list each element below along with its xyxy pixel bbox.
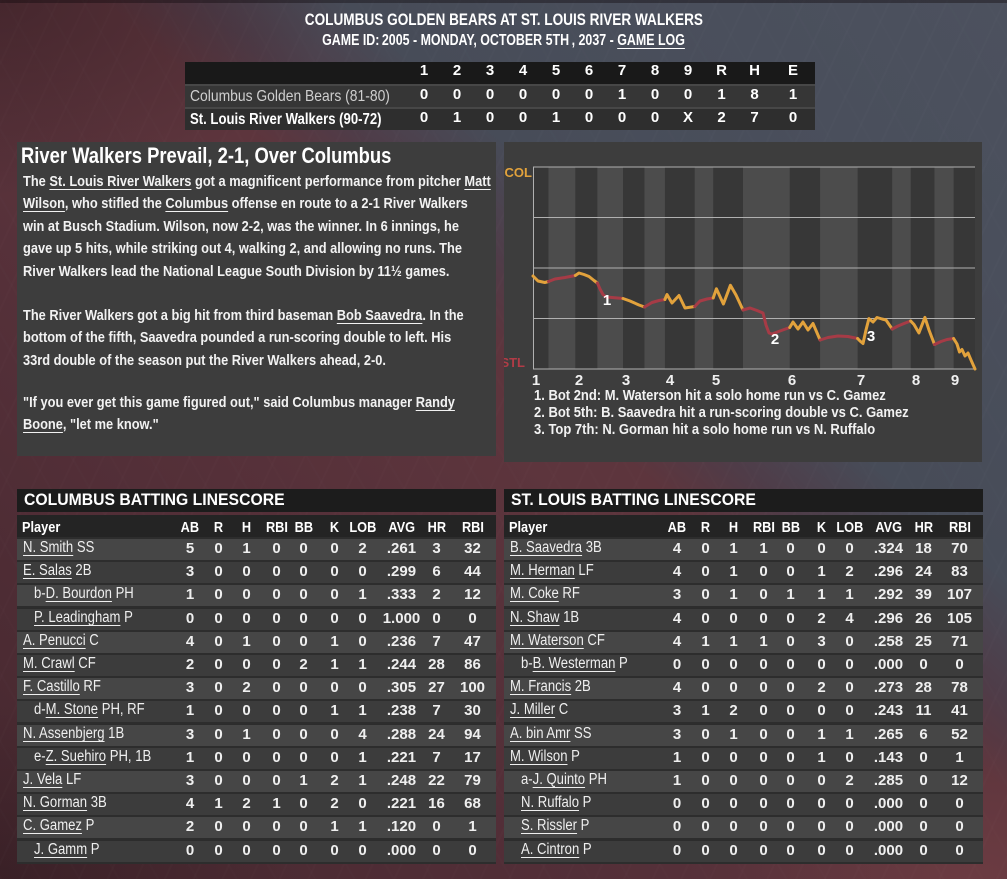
svg-text:8: 8 (912, 372, 920, 389)
svg-text:3: 3 (867, 328, 875, 345)
svg-text:2: 2 (771, 331, 779, 348)
svg-text:2: 2 (575, 372, 583, 389)
svg-text:1: 1 (603, 292, 611, 309)
svg-text:7: 7 (857, 372, 865, 389)
svg-text:STL: STL (504, 355, 525, 370)
svg-text:COL: COL (505, 165, 533, 180)
svg-text:1: 1 (532, 372, 540, 389)
svg-text:9: 9 (951, 372, 959, 389)
svg-text:4: 4 (666, 372, 675, 389)
svg-text:5: 5 (712, 372, 720, 389)
svg-text:6: 6 (788, 372, 796, 389)
svg-text:3: 3 (622, 372, 630, 389)
